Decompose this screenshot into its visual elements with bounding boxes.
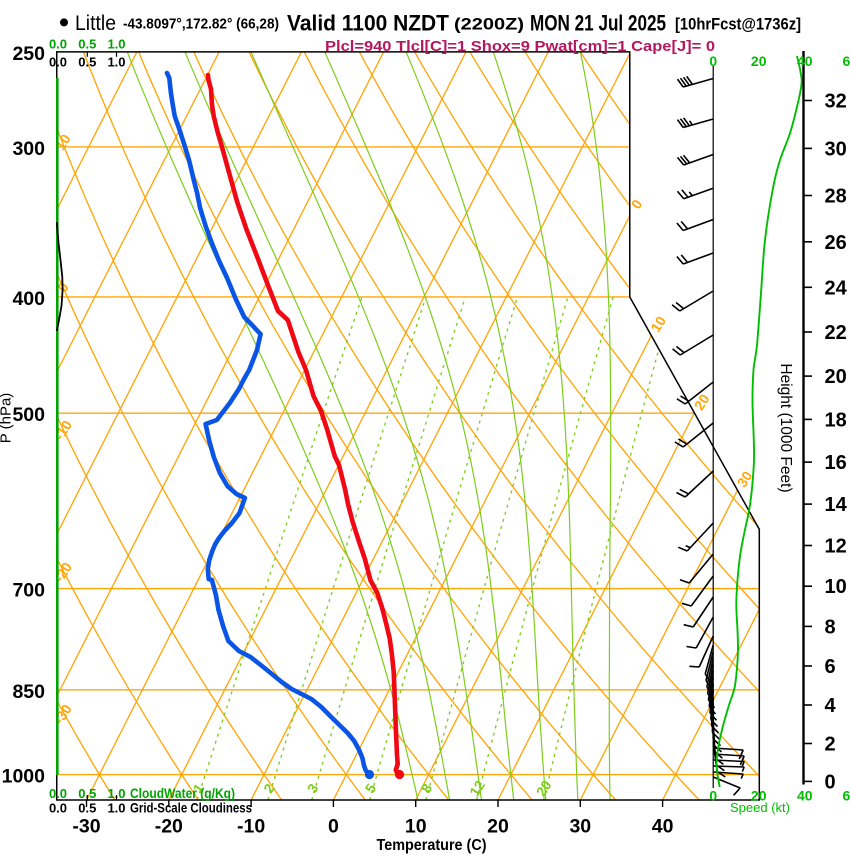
svg-text:2: 2 <box>825 734 836 756</box>
svg-text:6: 6 <box>825 656 836 678</box>
svg-text:0: 0 <box>709 788 717 804</box>
svg-text:0.0: 0.0 <box>49 801 67 816</box>
svg-text:Height (1000 Feet): Height (1000 Feet) <box>777 363 794 492</box>
svg-text:700: 700 <box>12 580 45 602</box>
svg-text:0.0: 0.0 <box>49 55 67 70</box>
svg-text:Grid-Scale Cloudiness: Grid-Scale Cloudiness <box>130 801 252 816</box>
svg-text:-10: -10 <box>237 816 265 838</box>
svg-text:10: 10 <box>647 313 669 335</box>
svg-text:20: 20 <box>825 366 847 388</box>
svg-text:P (hPa): P (hPa) <box>0 393 15 444</box>
svg-text:(2200Z): (2200Z) <box>454 15 524 34</box>
svg-text:0.5: 0.5 <box>78 55 96 70</box>
svg-text:32: 32 <box>825 91 847 113</box>
svg-text:20: 20 <box>487 816 509 838</box>
svg-text:60: 60 <box>843 53 850 69</box>
svg-text:14: 14 <box>825 494 848 516</box>
svg-text:60: 60 <box>843 788 850 804</box>
svg-text:1000: 1000 <box>2 766 46 788</box>
svg-text:16: 16 <box>825 452 847 474</box>
svg-text:30: 30 <box>569 816 591 838</box>
svg-text:0.5: 0.5 <box>78 37 96 52</box>
svg-text:MON 21 Jul 2025: MON 21 Jul 2025 <box>530 11 666 36</box>
svg-text:10: 10 <box>405 816 427 838</box>
svg-text:24: 24 <box>825 277 848 299</box>
svg-text:20: 20 <box>751 788 767 804</box>
svg-text:4: 4 <box>825 695 837 717</box>
svg-text:30: 30 <box>825 138 847 160</box>
svg-text:8: 8 <box>825 616 836 638</box>
svg-text:1.0: 1.0 <box>107 37 125 52</box>
svg-text:250: 250 <box>12 43 45 65</box>
svg-text:[10hrFcst@1736z]: [10hrFcst@1736z] <box>675 16 801 34</box>
svg-text:850: 850 <box>12 681 45 703</box>
svg-text:20: 20 <box>751 53 767 69</box>
svg-text:Plcl=940 Tlcl[C]=1 Shox=9 Pwat: Plcl=940 Tlcl[C]=1 Shox=9 Pwat[cm]=1 Cap… <box>325 38 715 55</box>
svg-text:0: 0 <box>709 53 717 69</box>
svg-text:40: 40 <box>797 53 813 69</box>
svg-text:40: 40 <box>797 788 813 804</box>
svg-text:-20: -20 <box>155 816 183 838</box>
svg-text:22: 22 <box>825 322 847 344</box>
svg-text:-43.8097°,172.82° (66,28): -43.8097°,172.82° (66,28) <box>123 17 279 33</box>
svg-text:0.5: 0.5 <box>78 801 96 816</box>
svg-text:20: 20 <box>691 391 713 413</box>
svg-text:10: 10 <box>825 576 847 598</box>
svg-text:Little: Little <box>75 11 116 35</box>
svg-text:20: 20 <box>533 777 555 799</box>
svg-text:28: 28 <box>825 186 847 208</box>
svg-text:500: 500 <box>12 404 45 426</box>
svg-text:300: 300 <box>12 138 45 160</box>
svg-text:Valid 1100 NZDT: Valid 1100 NZDT <box>287 11 450 36</box>
svg-text:12: 12 <box>825 536 847 558</box>
svg-text:18: 18 <box>825 409 847 431</box>
svg-text:0.0: 0.0 <box>49 786 67 801</box>
svg-text:Speed (kt): Speed (kt) <box>730 800 790 815</box>
svg-text:26: 26 <box>825 232 847 254</box>
svg-text:12: 12 <box>466 777 488 799</box>
svg-text:1.0: 1.0 <box>107 786 125 801</box>
svg-text:1.0: 1.0 <box>107 55 125 70</box>
svg-text:0: 0 <box>328 816 339 838</box>
svg-text:30: 30 <box>734 468 756 490</box>
svg-text:0.5: 0.5 <box>78 786 96 801</box>
svg-text:1.0: 1.0 <box>107 801 125 816</box>
svg-text:0.0: 0.0 <box>49 37 67 52</box>
svg-text:CloudWater (g/Kg): CloudWater (g/Kg) <box>130 786 235 801</box>
svg-text:40: 40 <box>652 816 674 838</box>
svg-text:-30: -30 <box>72 816 100 838</box>
svg-text:Temperature (C): Temperature (C) <box>377 837 487 854</box>
svg-text:400: 400 <box>12 288 45 310</box>
svg-text:0: 0 <box>825 771 836 793</box>
